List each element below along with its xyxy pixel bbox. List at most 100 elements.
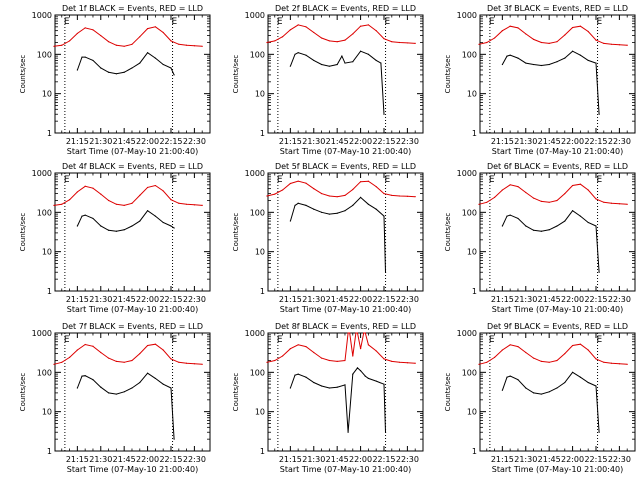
series-lld-point: [320, 37, 323, 39]
series-events-line: [501, 50, 600, 115]
series-lld-point: [603, 361, 605, 363]
x-tick-label: 21:45: [538, 137, 561, 146]
series-events-line: [289, 367, 386, 433]
series-events-point: [364, 375, 366, 377]
y-tick-label: 1000: [457, 11, 477, 20]
y-tick-label: 10: [42, 248, 52, 257]
series-events-point: [297, 52, 299, 54]
series-lld-line: [53, 26, 203, 47]
series-events-point: [336, 386, 338, 388]
series-events-point: [123, 391, 125, 393]
y-tick-label: 100: [462, 368, 477, 377]
y-axis-label: Counts/sec: [444, 55, 452, 94]
series-lld-point: [123, 361, 125, 363]
x-tick-label: 21:15: [279, 295, 302, 304]
series-lld-point: [266, 195, 268, 197]
series-lld-point: [525, 191, 527, 194]
plot-frame: [54, 332, 211, 452]
series-lld-point: [532, 197, 535, 199]
x-tick-label: 22:30: [396, 455, 419, 464]
series-events-point: [384, 271, 387, 273]
event-marker-label: E: [172, 335, 178, 345]
series-lld-point: [486, 201, 488, 203]
series-lld-point: [610, 43, 613, 45]
series-lld-point: [501, 30, 503, 32]
series-lld-point: [53, 204, 55, 207]
series-events-point: [81, 215, 83, 217]
series-events-point: [320, 385, 323, 387]
series-lld-point: [92, 29, 94, 31]
x-tick-label: 21:15: [491, 295, 514, 304]
series-lld-point: [352, 33, 354, 35]
x-tick-label: 21:15: [279, 455, 302, 464]
series-events-point: [525, 62, 527, 64]
series-lld-point: [193, 45, 195, 47]
series-lld-line: [266, 24, 416, 44]
series-lld-point: [76, 32, 78, 35]
series-events-point: [587, 221, 589, 224]
series-lld-point: [162, 190, 164, 192]
series-lld-point: [618, 203, 620, 205]
series-lld-point: [571, 344, 574, 347]
series-events-point: [356, 367, 359, 369]
plot-frame: [267, 14, 424, 134]
plot-frame: [54, 14, 211, 134]
series-lld-point: [556, 41, 558, 43]
series-events-point: [162, 221, 164, 224]
series-events-point: [367, 53, 369, 55]
series-events-point: [359, 370, 362, 372]
series-lld-point: [626, 203, 628, 205]
chart-panel-5: Det 5f BLACK = Events, RED = LLD 1 10 100 10…: [232, 162, 424, 314]
series-lld-point: [618, 44, 620, 46]
series-events-point: [115, 393, 117, 395]
series-lld-point: [626, 44, 628, 46]
x-tick-label: 21:30: [514, 137, 537, 146]
series-events-point: [598, 271, 600, 273]
series-lld-point: [383, 358, 385, 360]
series-lld-point: [486, 41, 488, 44]
series-lld-point: [68, 199, 71, 201]
series-lld-point: [84, 343, 86, 346]
y-tick-label: 1000: [457, 169, 477, 178]
series-events-point: [509, 214, 511, 216]
series-lld-point: [356, 332, 359, 334]
series-lld-point: [146, 186, 149, 189]
series-events-line: [289, 196, 386, 273]
y-axis-label: Counts/sec: [444, 213, 452, 252]
series-lld-point: [548, 42, 550, 44]
y-tick-label: 10: [42, 90, 52, 99]
series-lld-point: [297, 180, 299, 182]
series-lld-point: [178, 202, 180, 204]
event-marker-label: E: [172, 17, 178, 27]
event-marker-label: E: [277, 175, 283, 185]
series-events-point: [154, 377, 156, 380]
series-events-line: [76, 52, 175, 76]
x-tick-label: 22:15: [159, 295, 182, 304]
series-lld-point: [154, 26, 156, 28]
series-lld-point: [274, 359, 276, 362]
series-lld-point: [626, 363, 628, 365]
x-tick-label: 22:00: [561, 455, 584, 464]
series-lld-point: [375, 30, 377, 32]
x-tick-label: 21:30: [514, 455, 537, 464]
series-events-point: [173, 438, 175, 440]
series-events-point: [359, 196, 362, 198]
chart-title: Det 4f BLACK = Events, RED = LLD: [62, 162, 203, 171]
series-lld-point: [320, 357, 323, 359]
series-lld-point: [274, 193, 276, 195]
series-lld-point: [154, 343, 156, 345]
series-events-point: [556, 225, 558, 227]
series-lld-point: [139, 36, 141, 38]
series-events-point: [146, 52, 149, 54]
series-events-point: [598, 431, 600, 433]
y-tick-label: 10: [42, 408, 52, 417]
series-lld-point: [107, 357, 110, 359]
series-lld-point: [618, 363, 620, 365]
series-lld-point: [352, 188, 354, 191]
series-events-line: [501, 371, 600, 433]
series-lld-line: [266, 180, 416, 198]
series-events-point: [305, 204, 307, 207]
series-lld-point: [364, 332, 366, 334]
series-events-point: [532, 63, 535, 66]
x-tick-label: 21:45: [538, 295, 561, 304]
